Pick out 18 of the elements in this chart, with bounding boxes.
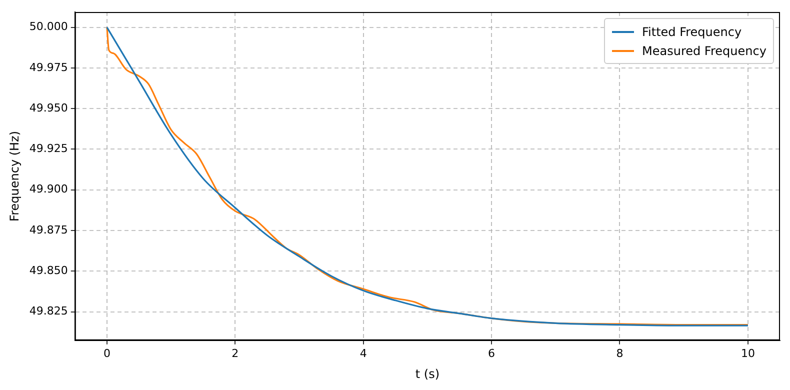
x-tick-label: 8 [616,346,624,360]
x-tick-label: 10 [740,346,755,360]
y-tick-label: 49.850 [29,264,68,278]
y-tick-label: 50.000 [29,20,68,34]
x-axis-title: t (s) [415,366,440,381]
y-tick-label: 49.825 [29,304,68,318]
legend-label: Fitted Frequency [642,24,742,38]
y-tick-label: 49.975 [29,60,68,74]
y-tick-label: 49.875 [29,223,68,236]
x-tick-label: 2 [232,346,239,360]
x-tick-label: 4 [360,346,367,360]
x-tick-label: 0 [103,346,110,360]
y-tick-label: 49.900 [29,182,68,196]
legend-label: Measured Frequency [642,44,766,58]
y-tick-label: 49.950 [29,101,68,114]
x-tick-label: 6 [488,346,496,360]
y-tick-label: 49.925 [29,142,68,156]
y-axis-title: Frequency (Hz) [7,130,22,222]
